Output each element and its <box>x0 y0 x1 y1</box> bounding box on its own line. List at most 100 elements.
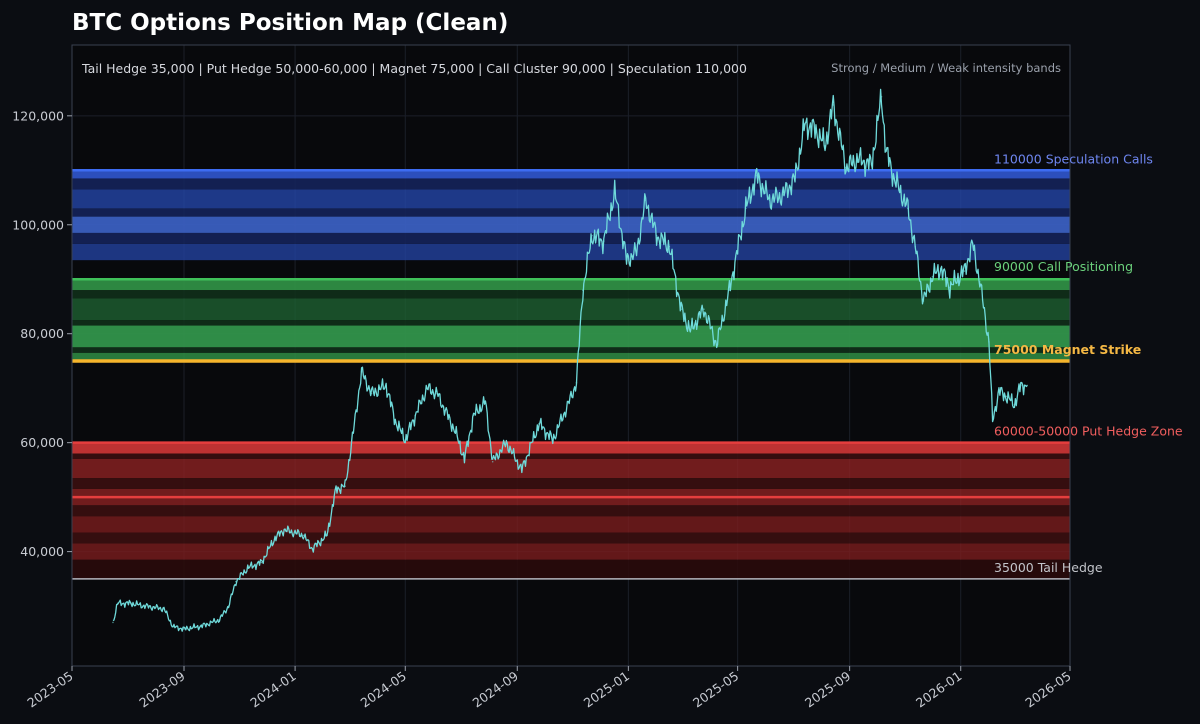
y-axis: 40,000 60,000 80,000 100,000 120,000 <box>12 108 72 559</box>
data-point <box>218 618 221 621</box>
data-point <box>768 199 771 202</box>
chart-subtitle: Tail Hedge 35,000 | Put Hedge 50,000-60,… <box>81 61 747 76</box>
data-point <box>1020 384 1022 387</box>
data-point <box>183 628 185 630</box>
data-point <box>635 251 638 253</box>
data-point <box>880 95 883 98</box>
data-point <box>755 174 758 177</box>
data-point <box>668 245 671 248</box>
data-point <box>454 430 457 433</box>
data-point <box>144 605 146 607</box>
intensity-band <box>72 232 1070 244</box>
data-point <box>824 144 826 147</box>
data-point <box>715 343 718 346</box>
data-point <box>931 275 934 278</box>
y-tick-label: 100,000 <box>12 217 64 232</box>
data-point <box>463 458 466 460</box>
level-label-put: 60000-50000 Put Hedge Zone <box>994 424 1183 439</box>
intensity-band <box>72 478 1070 489</box>
data-point <box>857 158 859 161</box>
data-point <box>680 308 682 310</box>
level-label-tail: 35000 Tail Hedge <box>994 560 1103 575</box>
data-point <box>116 602 119 605</box>
y-tick-label: 60,000 <box>20 435 64 450</box>
data-point <box>1013 403 1016 406</box>
intensity-band <box>72 516 1070 533</box>
intensity-note: Strong / Medium / Weak intensity bands <box>831 61 1061 75</box>
intensity-band <box>72 170 1070 179</box>
data-point <box>655 234 658 237</box>
data-point <box>172 625 174 628</box>
data-point <box>1026 384 1029 387</box>
data-point <box>283 529 285 531</box>
data-point <box>385 384 387 387</box>
intensity-band <box>72 347 1070 353</box>
data-point <box>602 240 605 242</box>
data-point <box>971 243 974 245</box>
data-point <box>274 537 276 539</box>
data-point <box>235 580 237 583</box>
data-point <box>939 267 942 270</box>
data-point <box>979 281 981 283</box>
data-point <box>414 414 417 417</box>
data-point <box>794 177 796 180</box>
data-point <box>472 414 475 417</box>
intensity-band <box>72 453 1070 459</box>
data-point <box>394 420 397 422</box>
intensity-band <box>72 559 1070 579</box>
data-point <box>885 150 887 153</box>
intensity-band <box>72 532 1070 544</box>
data-point <box>644 199 647 202</box>
data-point <box>625 259 628 261</box>
data-point <box>404 439 407 441</box>
data-point <box>227 605 230 607</box>
intensity-band <box>72 290 1070 299</box>
level-label-magnet: 75000 Magnet Strike <box>994 342 1141 357</box>
data-point <box>745 207 747 210</box>
intensity-bands <box>72 170 1070 579</box>
data-point <box>426 387 428 389</box>
data-point <box>505 441 508 444</box>
data-point <box>130 602 132 605</box>
data-point <box>703 308 705 310</box>
data-point <box>998 390 1000 392</box>
plot-frame <box>71 44 1071 667</box>
data-point <box>538 422 540 425</box>
intensity-band <box>72 459 1070 479</box>
intensity-band <box>72 279 1070 291</box>
data-point <box>436 392 438 395</box>
data-point <box>344 485 346 488</box>
intensity-band <box>72 543 1070 560</box>
intensity-band <box>72 442 1070 454</box>
data-point <box>591 234 593 237</box>
data-point <box>302 534 305 537</box>
intensity-band <box>72 505 1070 517</box>
price-series <box>112 88 1029 632</box>
intensity-band <box>72 352 1070 361</box>
data-point <box>370 392 373 395</box>
data-point <box>728 289 731 291</box>
data-point <box>782 194 784 196</box>
data-point <box>352 430 355 433</box>
data-point <box>360 371 363 373</box>
data-point <box>112 621 114 624</box>
y-tick-label: 40,000 <box>20 544 64 559</box>
intensity-band <box>72 243 1070 261</box>
data-point <box>335 488 337 490</box>
data-point <box>689 330 692 332</box>
data-point <box>491 460 494 463</box>
data-point <box>893 177 896 180</box>
intensity-band <box>72 189 1070 209</box>
level-label-speculation: 110000 Speculation Calls <box>994 151 1153 166</box>
data-point <box>914 245 917 248</box>
data-point <box>311 548 314 550</box>
data-point <box>832 104 835 106</box>
level-lines <box>72 169 1070 580</box>
data-point <box>246 567 249 569</box>
data-point <box>582 289 584 291</box>
y-tick-label: 120,000 <box>12 108 64 123</box>
data-point <box>988 341 990 343</box>
data-point <box>613 191 616 193</box>
data-point <box>163 608 165 610</box>
